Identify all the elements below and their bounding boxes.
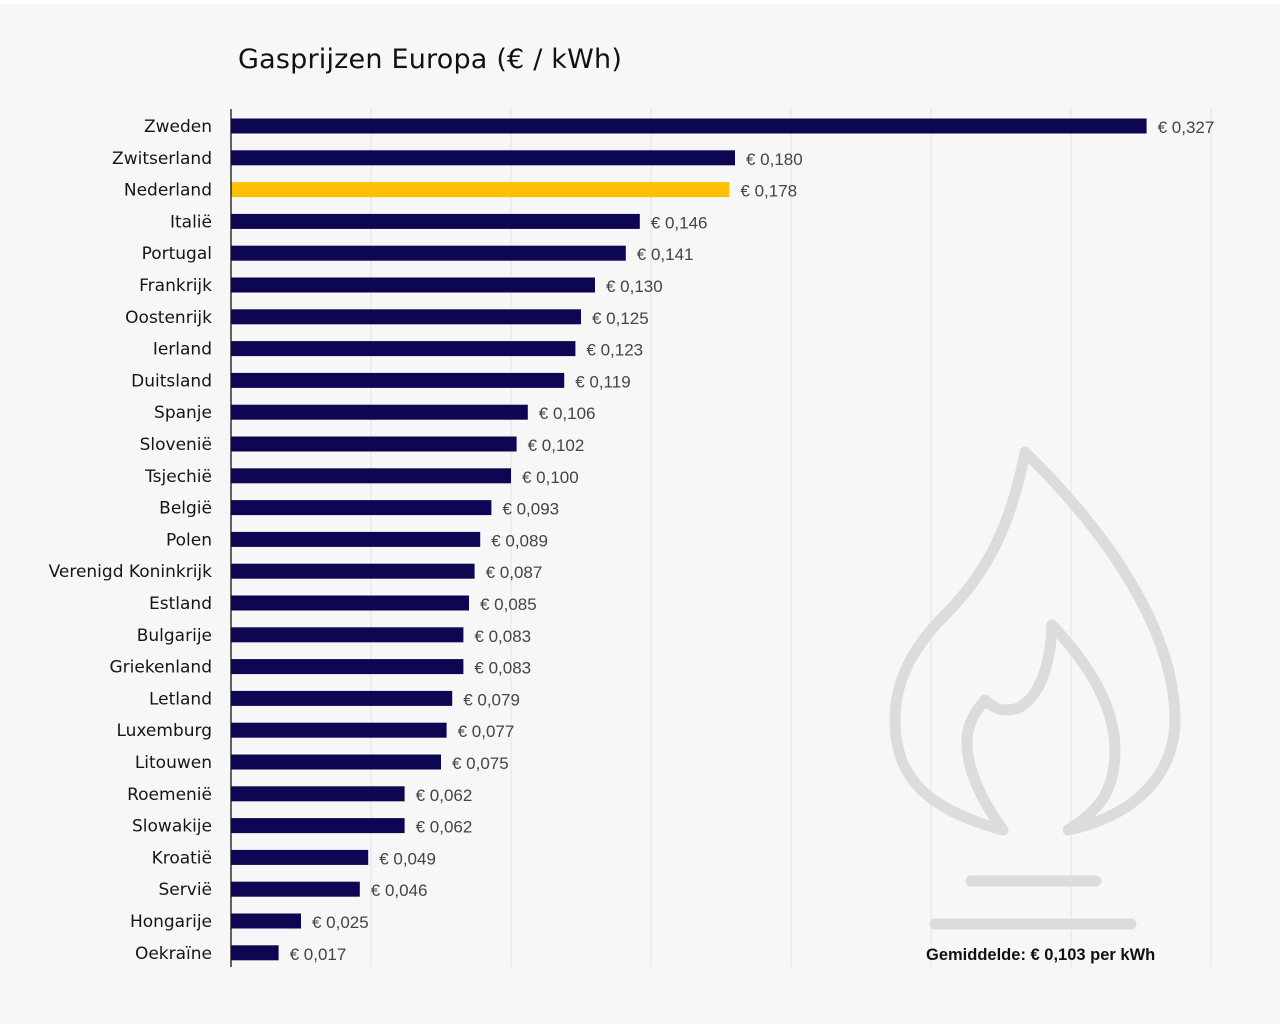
bar-kroatië (231, 849, 369, 865)
bar-verenigd-koninkrijk (231, 563, 475, 579)
category-label: Italië (170, 212, 212, 232)
category-label: Roemenië (127, 785, 212, 805)
category-label: Verenigd Koninkrijk (49, 562, 213, 582)
category-label: Duitsland (131, 371, 212, 391)
bar-bulgarije (231, 627, 464, 643)
category-label: Bulgarije (137, 626, 212, 646)
value-label: € 0,083 (474, 659, 531, 678)
value-label: € 0,093 (502, 500, 559, 519)
bar-zwitserland (231, 150, 735, 166)
bar-slovenië (231, 436, 517, 452)
value-label: € 0,025 (312, 913, 369, 932)
bar-luxemburg (231, 722, 447, 738)
value-label: € 0,087 (486, 563, 543, 582)
bar-tsjechië (231, 468, 511, 484)
bar-oekraïne (231, 945, 279, 961)
value-label: € 0,102 (528, 436, 585, 455)
category-label: Litouwen (135, 753, 212, 773)
value-label: € 0,125 (592, 309, 649, 328)
value-label: € 0,106 (539, 404, 596, 423)
category-label: Griekenland (109, 658, 212, 678)
category-label: België (159, 499, 212, 519)
category-label: Zwitserland (112, 149, 212, 169)
bar-spanje (231, 404, 528, 420)
bar-portugal (231, 245, 626, 261)
bar-griekenland (231, 659, 464, 675)
category-label: Slowakije (132, 817, 212, 837)
bars (231, 118, 1147, 961)
country-labels: Zweden Zwitserland Nederland Italië Portugal… (49, 117, 213, 964)
bar-ierland (231, 341, 576, 357)
category-label: Estland (149, 594, 212, 614)
category-label: Polen (166, 530, 212, 550)
value-label: € 0,062 (416, 786, 473, 805)
bar-polen (231, 531, 481, 547)
bar-nederland (231, 182, 730, 198)
category-label: Nederland (124, 181, 212, 201)
category-label: Letland (149, 689, 212, 709)
category-label: Ierland (153, 340, 212, 360)
value-label: € 0,180 (746, 150, 803, 169)
bar-estland (231, 595, 469, 611)
category-label: Zweden (144, 117, 212, 137)
category-label: Spanje (154, 403, 212, 423)
value-label: € 0,089 (491, 531, 548, 550)
value-label: € 0,141 (637, 245, 694, 264)
bar-zweden (231, 118, 1147, 134)
category-label: Oostenrijk (125, 308, 212, 328)
value-label: € 0,079 (463, 690, 520, 709)
bar-oostenrijk (231, 309, 581, 325)
value-label: € 0,075 (452, 754, 509, 773)
bar-hongarije (231, 913, 301, 929)
chart-background (0, 4, 1280, 1024)
value-label: € 0,083 (474, 627, 531, 646)
chart-title: Gasprijzen Europa (€ / kWh) (238, 44, 623, 75)
value-label: € 0,327 (1158, 118, 1215, 137)
average-annotation: Gemiddelde: € 0,103 per kWh (926, 946, 1156, 964)
bar-frankrijk (231, 277, 595, 293)
value-labels: € 0,327 € 0,180 € 0,178 € 0,146 € 0,141 € 0,1… (290, 118, 1215, 964)
category-label: Luxemburg (116, 721, 212, 741)
category-label: Frankrijk (139, 276, 212, 296)
value-label: € 0,017 (290, 945, 347, 964)
value-label: € 0,146 (651, 213, 708, 232)
value-label: € 0,085 (480, 595, 537, 614)
bar-letland (231, 690, 453, 706)
category-label: Kroatië (152, 848, 212, 868)
category-label: Oekraïne (135, 944, 212, 964)
value-label: € 0,046 (371, 881, 428, 900)
bar-italië (231, 213, 640, 229)
category-label: Hongarije (130, 912, 212, 932)
bar-duitsland (231, 372, 565, 388)
gas-flame-icon (889, 446, 1181, 930)
category-label: Portugal (142, 244, 212, 264)
value-label: € 0,049 (379, 849, 436, 868)
bar-litouwen (231, 754, 441, 770)
value-label: € 0,100 (522, 468, 579, 487)
value-label: € 0,062 (416, 818, 473, 837)
value-label: € 0,130 (606, 277, 663, 296)
category-label: Tsjechië (144, 467, 212, 487)
value-label: € 0,119 (575, 372, 630, 391)
bar-roemenië (231, 786, 405, 802)
value-label: € 0,077 (458, 722, 515, 741)
value-label: € 0,178 (740, 182, 797, 201)
value-label: € 0,123 (586, 341, 643, 360)
bar-slowakije (231, 818, 405, 834)
category-label: Servië (159, 880, 212, 900)
bar-servië (231, 881, 360, 897)
bar-belgië (231, 500, 492, 516)
category-label: Slovenië (140, 435, 212, 455)
